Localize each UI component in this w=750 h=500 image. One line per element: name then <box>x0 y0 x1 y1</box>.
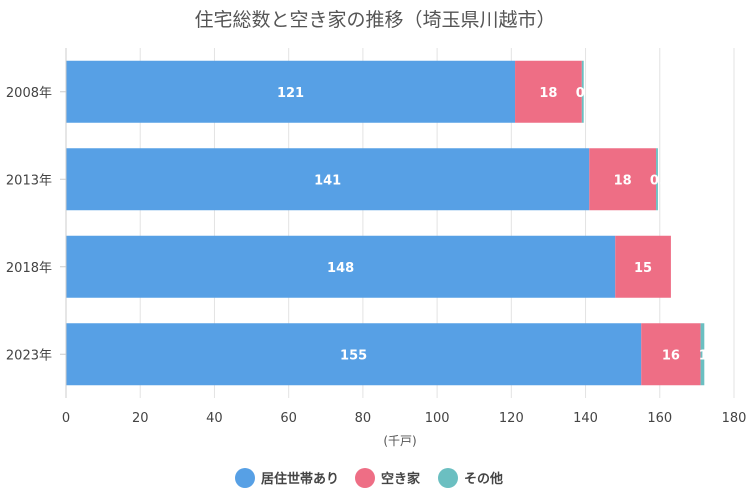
x-axis-label: (千戸) <box>383 434 416 448</box>
bar-segment <box>641 323 701 386</box>
x-tick-label: 0 <box>62 411 70 426</box>
bar-segment <box>66 60 516 123</box>
bar-segment <box>66 323 642 386</box>
data-label: 0. <box>650 173 664 188</box>
data-label: 16 <box>662 348 680 363</box>
bar-segment <box>656 148 658 211</box>
category-label: 2023年 <box>6 348 52 363</box>
data-label: 0. <box>576 86 590 101</box>
bar-segment <box>66 148 590 211</box>
data-label: 121 <box>277 86 304 101</box>
x-tick-label: 40 <box>206 411 223 426</box>
legend-marker <box>355 468 375 488</box>
x-tick-label: 120 <box>499 411 524 426</box>
bar-segment <box>615 235 671 298</box>
x-tick-label: 100 <box>425 411 450 426</box>
bar-segment <box>700 323 705 386</box>
data-label: 155 <box>340 348 367 363</box>
data-label: 15 <box>634 261 652 276</box>
x-tick-label: 180 <box>722 411 747 426</box>
category-label: 2008年 <box>6 86 52 101</box>
data-label: 148 <box>327 261 354 276</box>
legend-marker <box>235 468 255 488</box>
x-tick-label: 160 <box>647 411 672 426</box>
legend: 居住世帯あり 空き家 その他 <box>235 468 503 488</box>
x-tick-label: 60 <box>280 411 297 426</box>
x-tick-label: 80 <box>355 411 372 426</box>
category-label: 2013年 <box>6 173 52 188</box>
bar-layer: 121 18 0. 141 18 0. 148 15 155 16 1 <box>66 60 708 386</box>
bar-segment <box>66 235 616 298</box>
chart-title: 住宅総数と空き家の推移（埼玉県川越市） <box>194 9 555 31</box>
legend-entry: 空き家 <box>381 471 421 487</box>
legend-entry: その他 <box>464 471 503 487</box>
bar-segment <box>581 60 584 123</box>
legend-entry: 居住世帯あり <box>261 471 339 487</box>
x-tick-label: 20 <box>132 411 149 426</box>
category-label: 2018年 <box>6 261 52 276</box>
legend-marker <box>438 468 458 488</box>
data-label: 1 <box>699 348 708 363</box>
bar-segment <box>589 148 657 211</box>
x-tick-label: 140 <box>573 411 598 426</box>
bar-segment <box>515 60 582 123</box>
axis-layer: 0 20 40 60 80 100 120 140 160 180 2008年 2013年 2018年 2… <box>6 48 747 426</box>
data-label: 18 <box>614 173 632 188</box>
data-label: 141 <box>314 173 341 188</box>
data-label: 18 <box>539 86 557 101</box>
